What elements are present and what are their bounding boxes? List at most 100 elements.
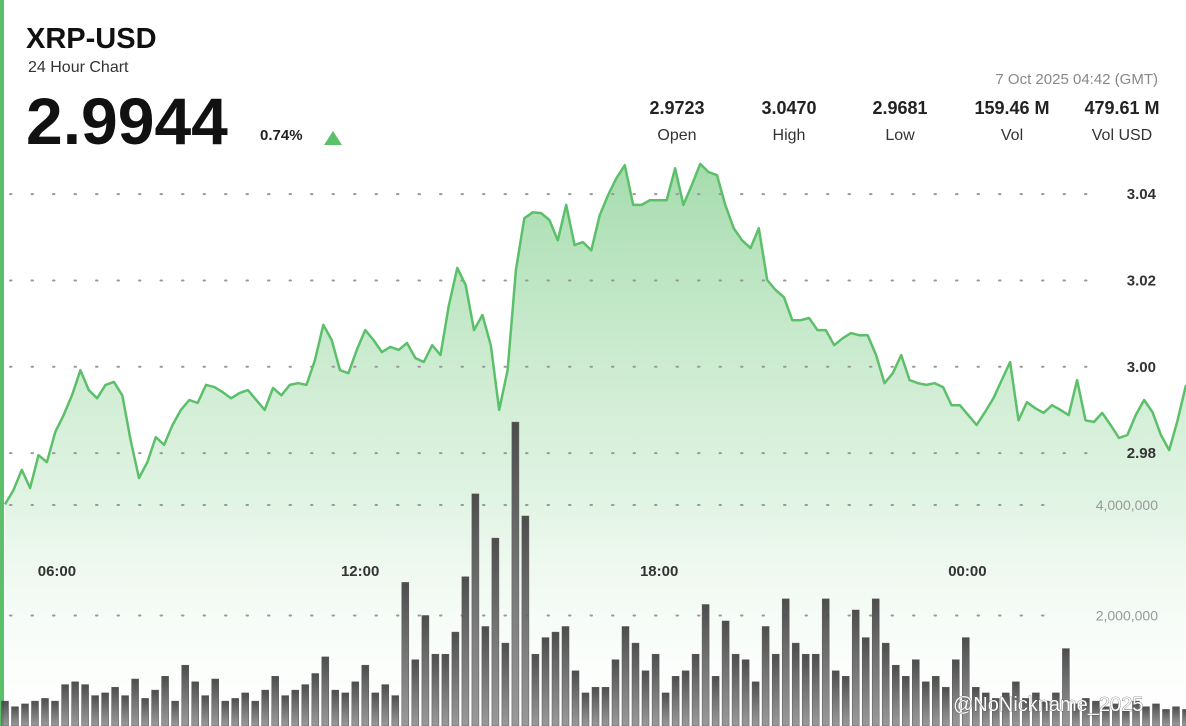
volume-bar <box>992 698 1000 726</box>
volume-bar <box>201 695 209 726</box>
volume-bar <box>211 678 219 726</box>
volume-bar <box>11 706 19 726</box>
volume-bar <box>1152 703 1160 726</box>
stat-value: 159.46 M <box>974 98 1049 118</box>
volume-bar <box>321 656 330 726</box>
volume-bar <box>341 692 350 726</box>
volume-bar <box>1142 706 1150 726</box>
up-arrow <box>324 131 342 145</box>
volume-bar <box>451 631 460 726</box>
watermark: @NoNickname_2025 <box>953 694 1143 716</box>
volume-bar <box>421 615 430 726</box>
stat-value: 479.61 M <box>1084 98 1159 118</box>
volume-bar <box>1112 703 1120 726</box>
volume-bar <box>381 684 390 726</box>
volume-bar <box>121 695 129 726</box>
volume-bar <box>681 670 690 726</box>
y-tick-label: 3.02 <box>1127 272 1156 289</box>
stat-value: 2.9681 <box>872 98 927 118</box>
volume-bar <box>801 653 810 726</box>
volume-bar <box>461 576 470 726</box>
volume-bar <box>151 689 159 726</box>
volume-bar <box>902 676 910 726</box>
volume-bar <box>231 698 239 726</box>
stat-label: Low <box>885 127 915 144</box>
volume-bar <box>631 642 640 726</box>
volume-bar <box>371 692 380 726</box>
volume-bar <box>511 421 520 726</box>
volume-bar <box>731 653 740 726</box>
volume-bar <box>71 681 79 726</box>
volume-bar <box>771 653 780 726</box>
volume-bar <box>91 695 99 726</box>
volume-bar <box>851 609 860 726</box>
volume-bar <box>761 626 770 726</box>
volume-bar <box>301 684 310 726</box>
volume-bar <box>751 681 760 726</box>
volume-bar <box>1002 692 1010 726</box>
y-tick-label: 2.98 <box>1127 445 1156 462</box>
x-tick-label: 00:00 <box>948 563 986 580</box>
volume-bar <box>871 598 880 726</box>
volume-bar <box>31 700 39 726</box>
volume-bar <box>401 582 410 726</box>
volume-bar <box>21 703 29 726</box>
volume-bar <box>1072 703 1080 726</box>
volume-bar <box>291 689 299 726</box>
volume-bar <box>551 631 560 726</box>
stat-label: High <box>773 127 806 144</box>
volume-bar <box>51 700 59 726</box>
volume-bar <box>131 678 139 726</box>
y-tick-label: 3.04 <box>1127 186 1157 203</box>
volume-bar <box>1022 698 1030 726</box>
volume-bar <box>181 664 189 726</box>
volume-bar <box>161 676 169 726</box>
volume-bar <box>561 626 570 726</box>
volume-bar <box>61 684 69 726</box>
volume-bar <box>41 698 49 726</box>
x-tick-label: 06:00 <box>38 563 76 580</box>
volume-bar <box>952 659 960 726</box>
volume-bar <box>701 604 710 726</box>
volume-bar <box>912 659 920 726</box>
volume-bar <box>721 620 730 726</box>
volume-bar <box>841 676 850 726</box>
stat-label: Vol <box>1001 127 1023 144</box>
volume-bar <box>491 537 500 726</box>
change: 0.74% <box>260 127 303 144</box>
volume-bar <box>581 692 590 726</box>
volume-bar <box>641 670 650 726</box>
volume-bar <box>251 700 259 726</box>
volume-bar <box>531 653 540 726</box>
volume-bar <box>741 659 750 726</box>
title: XRP-USD <box>26 23 157 55</box>
volume-bar <box>1 700 9 726</box>
volume-bar <box>661 692 670 726</box>
volume-bar <box>411 659 420 726</box>
stats: 2.9723 Open 3.0470 High 2.9681 Low 159.46 M Vol… <box>649 98 1159 144</box>
volume-bar <box>1162 709 1170 726</box>
volume-bar <box>221 700 229 726</box>
volume-bar <box>271 676 279 726</box>
volume-bar <box>391 695 400 726</box>
volume-bar <box>932 676 940 726</box>
volume-bar <box>982 692 990 726</box>
volume-bar <box>811 653 820 726</box>
price-area <box>5 163 1186 726</box>
volume-bar <box>781 598 790 726</box>
volume-bar <box>311 673 320 726</box>
volume-bar <box>81 684 89 726</box>
volume-bar <box>892 664 900 726</box>
volume-bar <box>431 653 440 726</box>
volume-bar <box>671 676 680 726</box>
volume-bar <box>1122 709 1130 726</box>
volume-bar <box>171 700 179 726</box>
volume-bar <box>922 681 930 726</box>
volume-bar <box>241 692 249 726</box>
volume-bar <box>521 515 530 726</box>
volume-bar <box>651 653 660 726</box>
volume-bar <box>501 642 510 726</box>
stat-label: Vol USD <box>1092 127 1152 144</box>
